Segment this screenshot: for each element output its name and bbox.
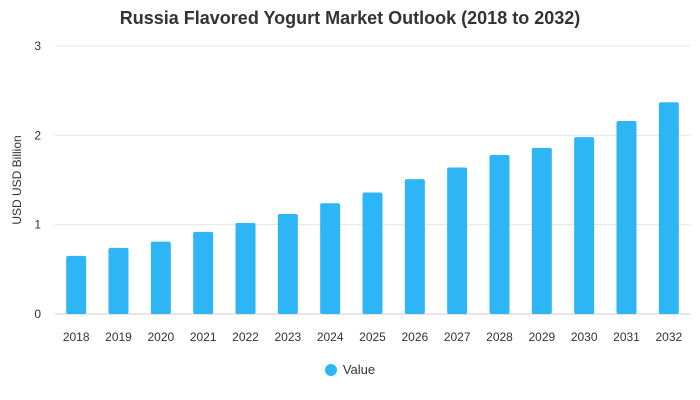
x-tick-label: 2022 (232, 330, 259, 344)
x-tick-label: 2024 (317, 330, 344, 344)
bar-2030 (574, 137, 595, 314)
bar-2023 (277, 213, 298, 314)
x-tick-label: 2027 (444, 330, 471, 344)
y-axis-label: USD USD Billion (10, 135, 24, 224)
bar-2020 (150, 241, 171, 314)
x-tick-label: 2020 (147, 330, 174, 344)
bar-2032 (658, 102, 679, 314)
x-tick-label: 2031 (613, 330, 640, 344)
x-tick-label: 2021 (190, 330, 217, 344)
y-tick-label: 2 (34, 128, 41, 142)
bar-2028 (489, 154, 510, 314)
x-tick-label: 2030 (571, 330, 598, 344)
bar-2022 (235, 222, 256, 314)
y-tick-label: 1 (34, 218, 41, 232)
chart-title: Russia Flavored Yogurt Market Outlook (2… (119, 8, 581, 28)
bar-2018 (66, 255, 87, 314)
bar-2019 (108, 247, 129, 314)
legend[interactable]: Value (0, 362, 700, 377)
bar-2031 (616, 121, 637, 314)
bar-2026 (404, 179, 425, 314)
x-tick-label: 2018 (63, 330, 90, 344)
y-tick-label: 0 (34, 307, 41, 321)
bar-2027 (447, 167, 468, 314)
x-tick-label: 2019 (105, 330, 132, 344)
bar-2025 (362, 192, 383, 314)
x-tick-label: 2025 (359, 330, 386, 344)
x-tick-label: 2028 (486, 330, 513, 344)
bar-2024 (320, 203, 341, 314)
bar-2029 (531, 147, 552, 314)
bar-2021 (193, 231, 214, 314)
legend-marker (324, 363, 337, 376)
x-tick-label: 2023 (274, 330, 301, 344)
x-tick-label: 2029 (528, 330, 555, 344)
x-tick-label: 2032 (655, 330, 682, 344)
y-tick-label: 3 (34, 39, 41, 53)
legend-label: Value (342, 362, 376, 377)
x-tick-label: 2026 (401, 330, 428, 344)
